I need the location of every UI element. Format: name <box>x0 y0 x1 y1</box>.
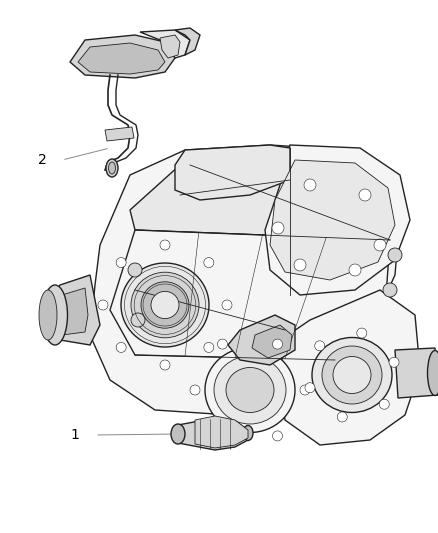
Ellipse shape <box>131 272 199 338</box>
Circle shape <box>337 412 347 422</box>
Ellipse shape <box>109 162 116 174</box>
Polygon shape <box>140 30 190 58</box>
Circle shape <box>389 357 399 367</box>
Circle shape <box>349 264 361 276</box>
Ellipse shape <box>106 159 118 177</box>
Circle shape <box>160 240 170 250</box>
Polygon shape <box>160 35 180 58</box>
Circle shape <box>374 239 386 251</box>
Ellipse shape <box>42 285 67 345</box>
Circle shape <box>357 328 367 338</box>
Circle shape <box>128 263 142 277</box>
Polygon shape <box>178 418 248 450</box>
Circle shape <box>218 339 227 349</box>
Polygon shape <box>175 28 200 55</box>
Circle shape <box>116 257 126 268</box>
Ellipse shape <box>312 337 392 413</box>
Circle shape <box>272 431 283 441</box>
Polygon shape <box>270 160 395 280</box>
Circle shape <box>116 342 126 352</box>
Circle shape <box>383 283 397 297</box>
Circle shape <box>218 431 227 441</box>
Polygon shape <box>50 288 88 335</box>
Circle shape <box>359 189 371 201</box>
Circle shape <box>272 339 283 349</box>
Ellipse shape <box>427 351 438 395</box>
Circle shape <box>204 257 214 268</box>
Polygon shape <box>228 315 295 365</box>
Polygon shape <box>195 416 248 448</box>
Circle shape <box>315 341 325 351</box>
Ellipse shape <box>214 356 286 424</box>
Polygon shape <box>395 348 438 398</box>
Ellipse shape <box>226 367 274 413</box>
Polygon shape <box>252 325 292 358</box>
Circle shape <box>204 342 214 352</box>
Circle shape <box>300 385 310 395</box>
Ellipse shape <box>333 357 371 393</box>
Ellipse shape <box>39 290 57 340</box>
Polygon shape <box>45 275 100 345</box>
Circle shape <box>379 399 389 409</box>
Polygon shape <box>130 165 395 240</box>
Ellipse shape <box>171 424 185 444</box>
Circle shape <box>222 300 232 310</box>
Ellipse shape <box>121 263 209 347</box>
Circle shape <box>294 259 306 271</box>
Polygon shape <box>265 145 410 295</box>
Circle shape <box>190 385 200 395</box>
Polygon shape <box>78 43 165 74</box>
Polygon shape <box>70 35 175 78</box>
Text: 2: 2 <box>38 153 46 167</box>
Ellipse shape <box>205 348 295 432</box>
Ellipse shape <box>322 346 382 404</box>
Ellipse shape <box>141 282 189 328</box>
Ellipse shape <box>151 292 179 319</box>
Polygon shape <box>175 145 290 200</box>
Circle shape <box>272 222 284 234</box>
Polygon shape <box>278 290 420 445</box>
Ellipse shape <box>243 425 253 440</box>
Circle shape <box>305 383 315 393</box>
Polygon shape <box>90 145 400 415</box>
Polygon shape <box>105 127 134 141</box>
Circle shape <box>304 179 316 191</box>
Circle shape <box>160 360 170 370</box>
Text: 1: 1 <box>71 428 79 442</box>
Circle shape <box>131 313 145 327</box>
Circle shape <box>388 248 402 262</box>
Polygon shape <box>110 230 390 360</box>
Circle shape <box>98 300 108 310</box>
